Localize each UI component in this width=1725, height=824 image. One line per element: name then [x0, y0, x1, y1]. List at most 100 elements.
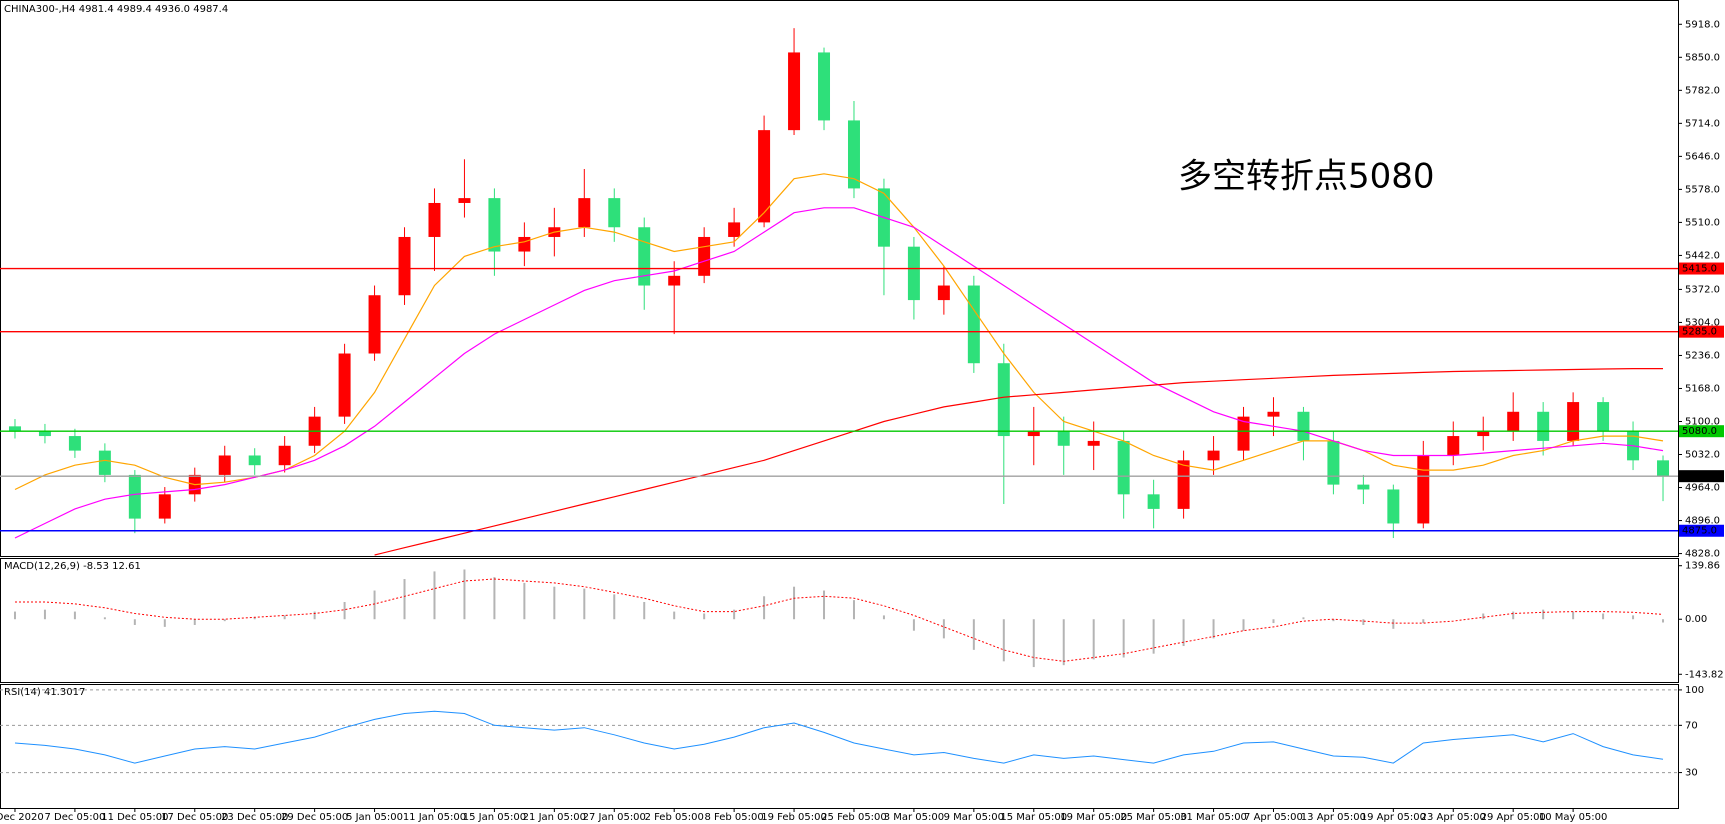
- candle-body: [1477, 431, 1490, 437]
- annotation: 多空转折点5080: [1178, 157, 1435, 197]
- candle-body: [1237, 416, 1250, 451]
- moving-average: [14, 207, 1664, 539]
- x-tick-label: 10 May 05:00: [1539, 812, 1608, 823]
- candle-body: [728, 222, 741, 237]
- candle-body: [1357, 484, 1370, 490]
- y-tick-label: 5304.0: [1685, 317, 1720, 328]
- candle-body: [1057, 431, 1070, 446]
- candle-body: [368, 295, 381, 354]
- candle-body: [847, 120, 860, 189]
- moving-average: [374, 368, 1663, 556]
- level-tag: [1679, 524, 1724, 537]
- moving-average: [14, 173, 1664, 491]
- candle-body: [1147, 494, 1160, 509]
- y-tick-label: 5032.0: [1685, 450, 1720, 461]
- level-tag: [1679, 470, 1724, 483]
- candle-body: [128, 474, 141, 519]
- candle-body: [1327, 440, 1340, 485]
- candle-body: [158, 494, 171, 519]
- x-tick-label: 7 Dec 05:00: [44, 812, 105, 823]
- rsi-title: RSI(14) 41.3017: [4, 687, 85, 698]
- y-tick-label: 5782.0: [1685, 85, 1720, 96]
- candle-body: [338, 353, 351, 417]
- y-tick-label: 5100.0: [1685, 416, 1720, 427]
- candle-body: [1207, 450, 1220, 461]
- candle-body: [1027, 431, 1040, 437]
- y-tick-label: 5168.0: [1685, 383, 1720, 394]
- x-tick-label: 2 Feb 05:00: [645, 812, 704, 823]
- x-tick-label: 1 Dec 2020: [0, 812, 44, 823]
- x-tick-label: 3 Mar 05:00: [884, 812, 944, 823]
- y-tick-label: 5510.0: [1685, 217, 1720, 228]
- candle-body: [398, 236, 411, 296]
- y-tick-label: 5714.0: [1685, 118, 1720, 129]
- candle-body: [38, 431, 51, 437]
- candle-body: [818, 52, 831, 121]
- candle-body: [1597, 402, 1610, 432]
- signal-line: [15, 578, 1664, 662]
- y-tick-label: 5918.0: [1685, 19, 1720, 30]
- x-tick-label: 15 Jan 05:00: [463, 812, 526, 823]
- y-tick-label: 5850.0: [1685, 52, 1720, 63]
- y-tick-label: 4964.0: [1685, 483, 1720, 494]
- candle-body: [1267, 411, 1280, 417]
- x-tick-label: 5 Jan 05:00: [346, 812, 403, 823]
- x-tick-label: 25 Feb 05:00: [821, 812, 887, 823]
- candle-body: [428, 202, 441, 237]
- level-label: 5415.0: [1682, 264, 1717, 275]
- x-tick-label: 23 Apr 05:00: [1421, 812, 1486, 823]
- x-tick-label: 8 Feb 05:00: [705, 812, 764, 823]
- candle-body: [1537, 411, 1550, 441]
- x-tick-label: 17 Dec 05:00: [161, 812, 228, 823]
- level-label: 4987.4: [1682, 471, 1717, 482]
- candle-body: [1177, 460, 1190, 509]
- y-tick-label: 70: [1685, 720, 1698, 731]
- candle-body: [1657, 460, 1670, 477]
- y-tick-label: 100: [1685, 685, 1704, 696]
- y-tick-label: 5236.0: [1685, 350, 1720, 361]
- x-tick-label: 21 Jan 05:00: [523, 812, 586, 823]
- candle-body: [278, 445, 291, 466]
- candle-body: [1087, 440, 1100, 446]
- candle-body: [608, 198, 621, 228]
- x-tick-label: 23 Dec 05:00: [221, 812, 288, 823]
- x-tick-label: 11 Dec 05:00: [101, 812, 168, 823]
- macd-title: MACD(12,26,9) -8.53 12.61: [4, 561, 141, 572]
- candle-body: [997, 363, 1010, 437]
- x-tick-label: 19 Feb 05:00: [761, 812, 827, 823]
- candle-body: [98, 450, 111, 475]
- candle-body: [1567, 402, 1580, 441]
- level-tag: [1679, 262, 1724, 275]
- candle-body: [1387, 489, 1400, 524]
- y-tick-label: 5578.0: [1685, 184, 1720, 195]
- candle-body: [638, 227, 651, 286]
- y-tick-label: 4828.0: [1685, 549, 1720, 560]
- candle-body: [1507, 411, 1520, 432]
- candle-body: [458, 198, 471, 203]
- candle-body: [68, 436, 81, 451]
- panel-frame: [0, 558, 1679, 683]
- x-tick-label: 7 Apr 05:00: [1244, 812, 1303, 823]
- candle-body: [1297, 411, 1310, 441]
- rsi-line: [14, 710, 1664, 764]
- candle-body: [668, 275, 681, 286]
- candle-body: [248, 455, 261, 466]
- x-tick-label: 31 Mar 05:00: [1180, 812, 1247, 823]
- panel-frame: [0, 684, 1679, 809]
- candle-body: [1417, 455, 1430, 524]
- y-tick-label: -143.82: [1685, 669, 1724, 680]
- candle-body: [1117, 440, 1130, 495]
- candle-body: [967, 285, 980, 364]
- level-label: 5285.0: [1682, 327, 1717, 338]
- y-tick-label: 139.86: [1685, 561, 1720, 572]
- x-tick-label: 25 Mar 05:00: [1120, 812, 1187, 823]
- y-tick-label: 4896.0: [1685, 516, 1720, 527]
- candle-body: [8, 426, 21, 432]
- x-tick-label: 9 Mar 05:00: [944, 812, 1004, 823]
- x-tick-label: 29 Apr 05:00: [1481, 812, 1546, 823]
- x-tick-label: 27 Jan 05:00: [583, 812, 646, 823]
- x-tick-label: 11 Jan 05:00: [403, 812, 466, 823]
- candle-body: [578, 198, 591, 228]
